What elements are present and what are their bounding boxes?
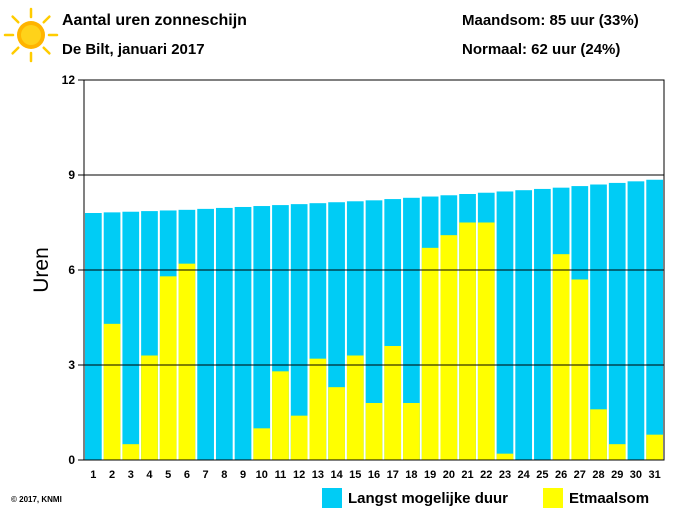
x-tick-label: 31: [649, 469, 661, 481]
bar-actual: [122, 444, 140, 460]
bar-actual: [590, 409, 607, 460]
bar-max-duration: [234, 206, 252, 460]
x-tick-label: 14: [330, 469, 343, 481]
x-tick-label: 16: [368, 469, 380, 481]
x-tick-label: 4: [146, 469, 153, 481]
x-tick-label: 22: [480, 469, 492, 481]
bar-max-duration: [496, 191, 514, 460]
x-tick-label: 29: [611, 469, 623, 481]
x-tick-label: 13: [312, 469, 324, 481]
bar-max-duration: [646, 179, 663, 460]
x-tick-label: 12: [293, 469, 305, 481]
bar-max-duration: [85, 213, 102, 460]
x-tick-label: 18: [405, 469, 417, 481]
bar-max-duration: [253, 206, 271, 460]
x-tick-label: 10: [256, 469, 268, 481]
bar-actual: [440, 235, 458, 460]
x-tick-label: 5: [165, 469, 171, 481]
bar-actual: [272, 371, 289, 460]
bar-actual: [103, 323, 121, 460]
chart-title: Aantal uren zonneschijn: [62, 12, 247, 29]
bar-max-duration: [215, 207, 233, 460]
legend-label-actual: Etmaalsom: [569, 489, 650, 507]
plot-frame: [83, 79, 665, 461]
x-tick-label: 6: [184, 469, 190, 481]
bar-actual: [403, 403, 420, 460]
x-tick-label: 15: [349, 469, 361, 481]
x-tick-label: 8: [221, 469, 227, 481]
y-tick-label: 6: [68, 263, 75, 277]
bar-max-duration: [608, 182, 626, 460]
bar-max-duration: [197, 208, 214, 460]
sun-icon: [3, 7, 59, 63]
bar-max-duration: [590, 184, 607, 460]
x-tick-label: 24: [518, 469, 531, 481]
bar-actual: [552, 254, 570, 460]
bar-max-duration: [122, 211, 140, 460]
bar-actual: [253, 428, 271, 460]
x-tick-label: 21: [461, 469, 473, 481]
normal-stat: Normaal: 62 uur (24%): [462, 41, 621, 58]
bars-layer: [85, 179, 663, 461]
bar-actual: [346, 355, 364, 460]
bar-max-duration: [403, 197, 420, 461]
x-tick-label: 19: [424, 469, 436, 481]
bar-actual: [141, 355, 158, 460]
bar-actual: [608, 444, 626, 460]
y-tick-label: 0: [68, 453, 75, 467]
bar-actual: [309, 358, 327, 460]
month-sum-stat: Maandsom: 85 uur (33%): [462, 12, 639, 29]
copyright-text: © 2017, KNMI: [11, 495, 62, 504]
bar-actual: [477, 222, 495, 460]
x-tick-label: 23: [499, 469, 511, 481]
bar-actual: [178, 263, 196, 460]
legend-item-actual: Etmaalsom: [543, 488, 649, 508]
bar-actual: [384, 346, 402, 460]
legend-swatch-actual: [543, 488, 563, 508]
y-tick-label: 3: [68, 358, 75, 372]
y-tick-label: 12: [62, 73, 76, 87]
bar-actual: [571, 279, 589, 460]
bar-actual: [496, 453, 514, 460]
x-tick-label: 3: [128, 469, 134, 481]
bar-max-duration: [515, 190, 533, 460]
x-tick-label: 9: [240, 469, 246, 481]
axis-layer: 1 2 3 4 5 6 7 8 9 10 11 12 13 14 15 16 17 18 19 20 21 22 23 24 2…: [30, 73, 665, 481]
x-tick-label: 30: [630, 469, 642, 481]
x-tick-label: 20: [443, 469, 455, 481]
chart-subtitle: De Bilt, januari 2017: [62, 41, 205, 58]
bar-max-duration: [627, 181, 645, 461]
y-tick-label: 9: [68, 168, 75, 182]
bar-max-duration: [365, 200, 383, 461]
legend-swatch-max-duration: [322, 488, 342, 508]
y-axis-label: Uren: [30, 247, 53, 293]
x-tick-label: 11: [275, 469, 287, 481]
x-tick-label: 1: [90, 469, 96, 481]
legend-label-max-duration: Langst mogelijke duur: [348, 489, 509, 507]
x-tick-label: 2: [109, 469, 115, 481]
bar-actual: [159, 276, 177, 460]
bar-actual: [328, 387, 345, 460]
bar-actual: [459, 222, 476, 460]
x-tick-label: 27: [574, 469, 586, 481]
bar-actual: [290, 415, 308, 460]
bar-actual: [365, 403, 383, 460]
x-tick-label: 28: [592, 469, 604, 481]
x-tick-label: 17: [387, 469, 399, 481]
x-tick-label: 25: [536, 469, 548, 481]
bar-actual: [646, 434, 663, 460]
bar-max-duration: [290, 204, 308, 460]
bar-actual: [421, 247, 439, 460]
legend-item-max-duration: Langst mogelijke duur: [322, 488, 508, 508]
x-tick-label: 26: [555, 469, 567, 481]
x-tick-label: 7: [203, 469, 209, 481]
bar-max-duration: [534, 188, 551, 460]
